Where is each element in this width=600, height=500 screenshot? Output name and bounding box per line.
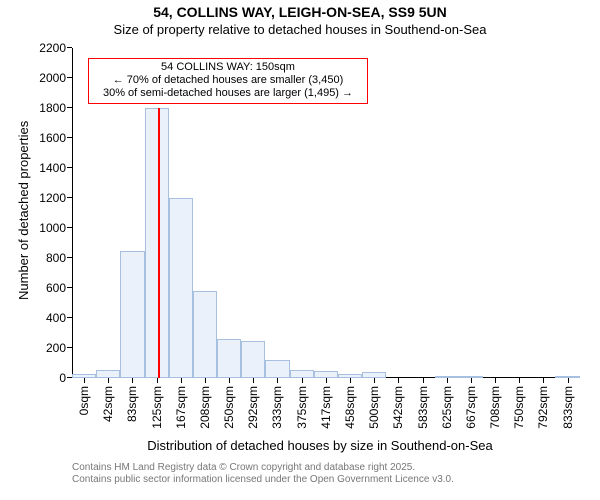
ytick-label: 1000 (39, 221, 66, 235)
chart-title: 54, COLLINS WAY, LEIGH-ON-SEA, SS9 5UN (0, 4, 600, 21)
ytick-mark (67, 197, 72, 198)
xtick-label: 750sqm (512, 386, 526, 429)
xtick-mark (253, 378, 254, 383)
annotation-line-3: 30% of semi-detached houses are larger (… (95, 87, 361, 100)
xtick-label: 542sqm (391, 386, 405, 429)
ytick-mark (67, 137, 72, 138)
y-axis-label: Number of detached properties (16, 121, 31, 300)
histogram-bar (145, 108, 169, 378)
histogram-bar (435, 376, 459, 378)
xtick-label: 625sqm (440, 386, 454, 429)
xtick-mark (157, 378, 158, 383)
ytick-mark (67, 227, 72, 228)
histogram-bar (96, 370, 120, 378)
ytick-mark (67, 287, 72, 288)
ytick-mark (67, 347, 72, 348)
ytick-mark (67, 317, 72, 318)
annotation-line-1: 54 COLLINS WAY: 150sqm (95, 61, 361, 74)
xtick-mark (326, 378, 327, 383)
marker-line (158, 108, 160, 378)
xtick-label: 208sqm (198, 386, 212, 429)
xtick-mark (471, 378, 472, 383)
xtick-label: 583sqm (416, 386, 430, 429)
footer-line-1: Contains HM Land Registry data © Crown c… (72, 462, 454, 474)
xtick-label: 125sqm (150, 386, 164, 429)
xtick-mark (447, 378, 448, 383)
xtick-mark (277, 378, 278, 383)
xtick-label: 667sqm (464, 386, 478, 429)
footer-line-2: Contains public sector information licen… (72, 474, 454, 486)
xtick-mark (374, 378, 375, 383)
xtick-label: 0sqm (77, 386, 91, 415)
histogram-bar (120, 251, 144, 379)
xtick-label: 500sqm (367, 386, 381, 429)
xtick-mark (205, 378, 206, 383)
ytick-label: 1400 (39, 161, 66, 175)
annotation-box: 54 COLLINS WAY: 150sqm← 70% of detached … (88, 58, 368, 104)
xtick-mark (398, 378, 399, 383)
x-axis-label: Distribution of detached houses by size … (72, 438, 568, 453)
ytick-mark (67, 257, 72, 258)
annotation-line-2: ← 70% of detached houses are smaller (3,… (95, 74, 361, 87)
histogram-bar (169, 198, 193, 378)
ytick-label: 1800 (39, 101, 66, 115)
footer-attribution: Contains HM Land Registry data © Crown c… (72, 462, 454, 486)
histogram-bar (314, 371, 338, 378)
xtick-mark (423, 378, 424, 383)
ytick-mark (67, 77, 72, 78)
xtick-label: 42sqm (101, 386, 115, 422)
ytick-mark (67, 47, 72, 48)
ytick-label: 200 (46, 341, 66, 355)
histogram-bar (193, 291, 217, 378)
plot-area: 0200400600800100012001400160018002000220… (72, 48, 568, 378)
histogram-bar (265, 360, 289, 378)
histogram-bar (72, 374, 96, 379)
histogram-bar (459, 376, 483, 378)
ytick-label: 2000 (39, 71, 66, 85)
ytick-label: 2200 (39, 41, 66, 55)
xtick-mark (495, 378, 496, 383)
xtick-mark (84, 378, 85, 383)
xtick-label: 833sqm (561, 386, 575, 429)
ytick-mark (67, 107, 72, 108)
xtick-mark (568, 378, 569, 383)
xtick-label: 792sqm (536, 386, 550, 429)
xtick-label: 250sqm (222, 386, 236, 429)
xtick-mark (519, 378, 520, 383)
xtick-mark (108, 378, 109, 383)
ytick-label: 1200 (39, 191, 66, 205)
histogram-bar (555, 376, 579, 378)
xtick-label: 167sqm (174, 386, 188, 429)
xtick-mark (543, 378, 544, 383)
chart-container: { "title": "54, COLLINS WAY, LEIGH-ON-SE… (0, 0, 600, 500)
chart-subtitle: Size of property relative to detached ho… (0, 22, 600, 38)
ytick-label: 1600 (39, 131, 66, 145)
y-axis-line (72, 48, 73, 378)
xtick-mark (302, 378, 303, 383)
xtick-mark (181, 378, 182, 383)
xtick-label: 375sqm (295, 386, 309, 429)
histogram-bar (241, 341, 265, 379)
xtick-label: 708sqm (488, 386, 502, 429)
ytick-label: 0 (59, 371, 66, 385)
ytick-label: 400 (46, 311, 66, 325)
ytick-label: 800 (46, 251, 66, 265)
histogram-bar (338, 374, 362, 379)
ytick-label: 600 (46, 281, 66, 295)
xtick-mark (350, 378, 351, 383)
xtick-label: 292sqm (246, 386, 260, 429)
xtick-label: 333sqm (270, 386, 284, 429)
histogram-bar (217, 339, 241, 378)
xtick-label: 417sqm (319, 386, 333, 429)
xtick-label: 458sqm (343, 386, 357, 429)
histogram-bar (290, 370, 314, 378)
xtick-mark (229, 378, 230, 383)
histogram-bar (362, 372, 386, 378)
xtick-mark (132, 378, 133, 383)
xtick-label: 83sqm (125, 386, 139, 422)
ytick-mark (67, 167, 72, 168)
